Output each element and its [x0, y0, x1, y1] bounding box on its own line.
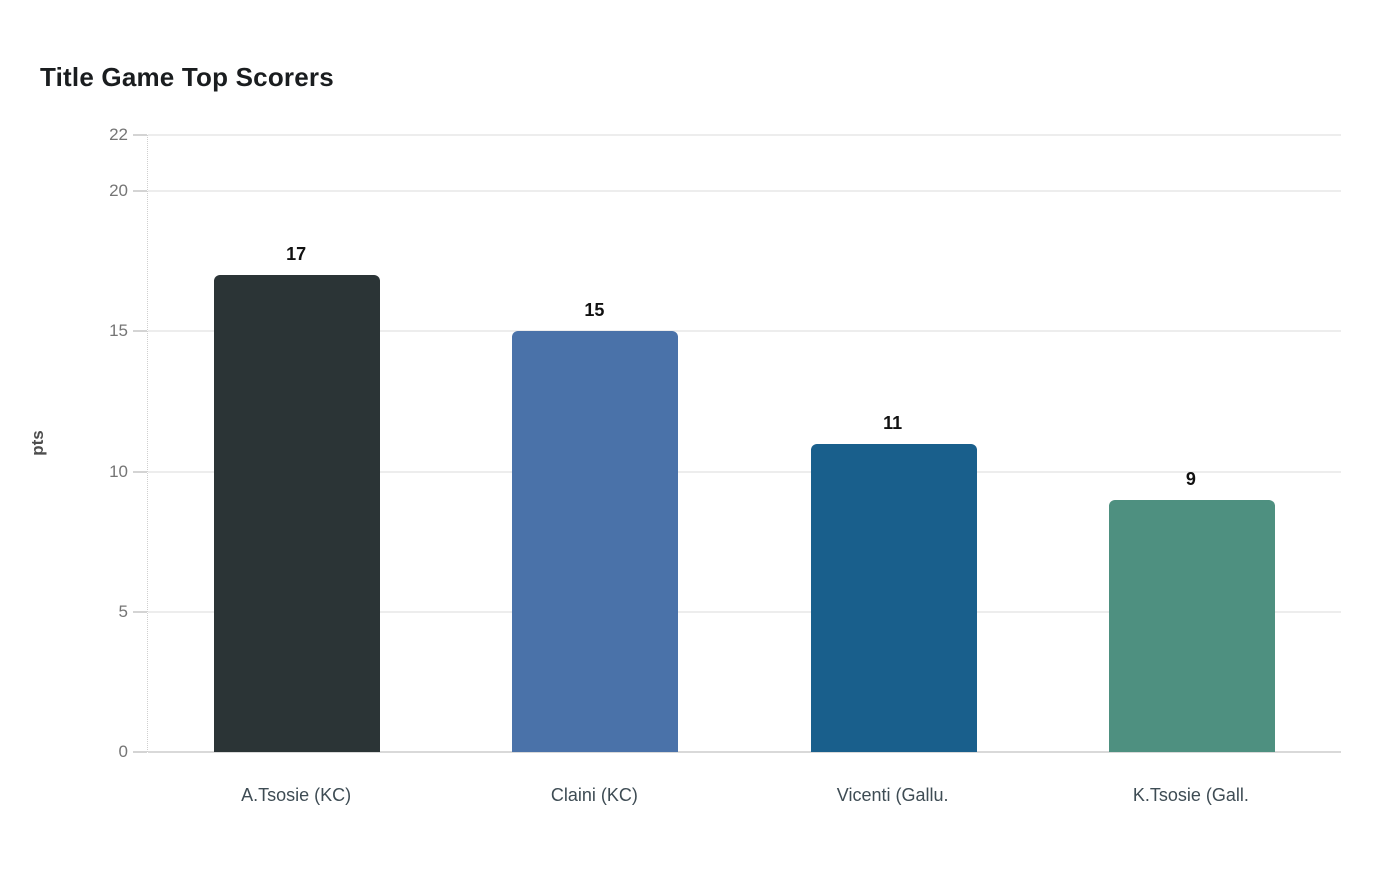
bar-value-label: 15 [584, 300, 605, 321]
gridline-y-22 [148, 134, 1341, 136]
y-tick-mark [133, 330, 147, 333]
gridline-y-0 [148, 751, 1341, 753]
y-tick-label: 5 [118, 601, 128, 621]
y-axis-label: pts [28, 430, 47, 456]
y-tick-mark [133, 751, 147, 753]
y-tick-label: 10 [109, 461, 128, 481]
y-tick-mark [133, 470, 147, 473]
x-tick-label: K.Tsosie (Gall. [1132, 785, 1249, 805]
bar-0 [214, 275, 381, 752]
bar-value-label: 9 [1185, 468, 1196, 489]
plot-area [147, 134, 1341, 753]
x-tick-label: Claini (KC) [550, 785, 638, 805]
gridline-y-15 [148, 330, 1341, 333]
gridline-y-10 [148, 470, 1341, 473]
y-tick-mark [133, 134, 147, 136]
x-tick-label: A.Tsosie (KC) [241, 785, 352, 805]
chart-title: Title Game Top Scorers [40, 62, 334, 92]
bar-2 [810, 443, 977, 752]
y-tick-mark [133, 610, 147, 613]
bar-value-label: 11 [883, 412, 903, 433]
bar-1 [512, 331, 679, 752]
y-tick-label: 22 [109, 125, 128, 144]
y-tick-label: 0 [118, 742, 128, 761]
bar-3 [1108, 499, 1275, 752]
bar-value-label: 17 [286, 244, 307, 265]
x-tick-label: Vicenti (Gallu. [836, 785, 949, 805]
y-tick-mark [133, 190, 147, 193]
gridline-y-20 [148, 190, 1341, 193]
y-tick-label: 15 [109, 321, 128, 341]
gridline-y-5 [148, 610, 1341, 613]
y-tick-label: 20 [109, 181, 128, 201]
